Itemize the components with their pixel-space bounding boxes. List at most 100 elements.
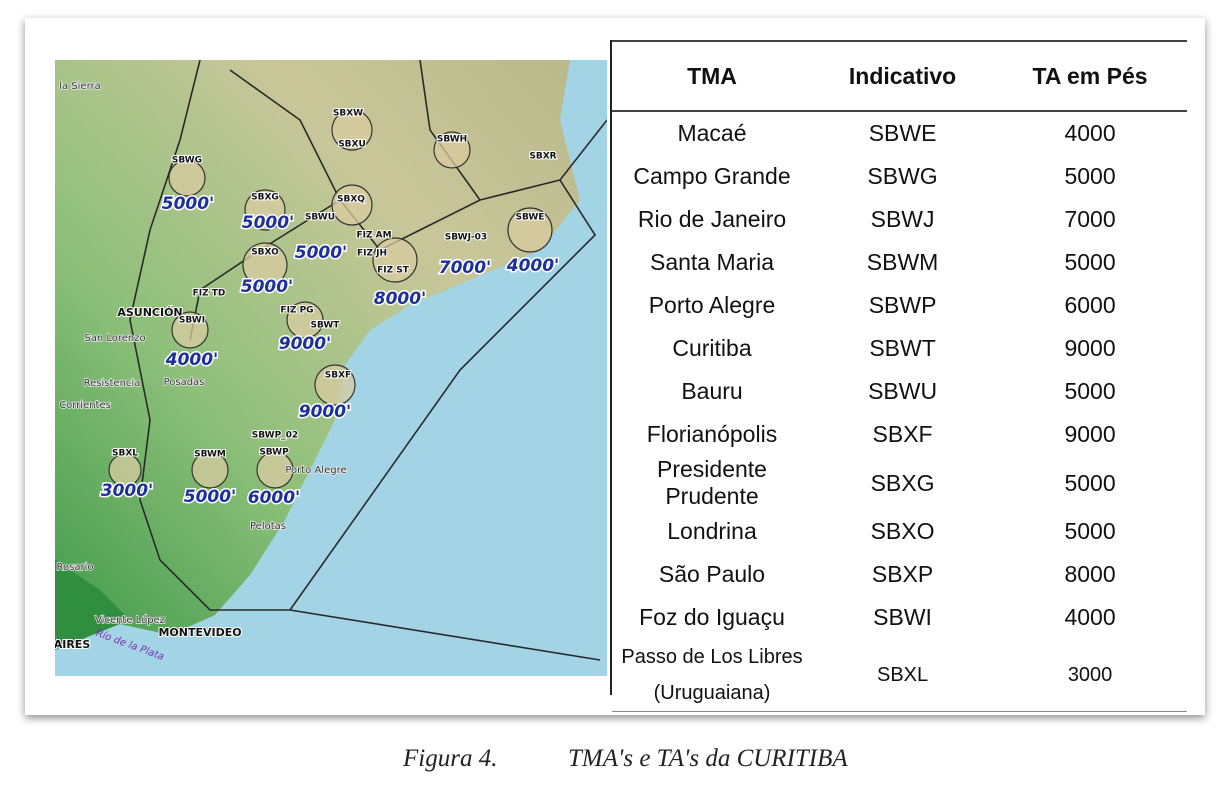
table-row: Campo Grande SBWG 5000	[612, 155, 1187, 198]
table-cell: SBXG	[870, 469, 935, 496]
table-cell: 9000	[1064, 335, 1116, 361]
table-cell: SBWI	[873, 604, 932, 630]
map-label: Resistencia	[84, 378, 141, 389]
map-label: 9000'	[299, 402, 352, 422]
map-label: Posadas	[164, 377, 205, 388]
map-label: Pelotas	[250, 521, 286, 532]
map-label: San Lorenzo	[84, 333, 145, 344]
map-label: 7000'	[439, 258, 492, 278]
table-cell: Campo Grande	[633, 163, 791, 189]
map-label: SBXW	[333, 109, 363, 119]
map-label: 5000'	[241, 277, 294, 297]
map-label: FIZ JH	[357, 249, 387, 259]
map-label: SBWP_02	[252, 431, 298, 441]
land-shade	[55, 560, 130, 650]
table-row: Bauru SBWU 5000	[612, 370, 1187, 413]
map-label: 5000'	[184, 487, 237, 507]
map-label: FIZ ST	[377, 266, 410, 276]
map-label: la Sierra	[59, 81, 101, 92]
map-label: 5000'	[242, 213, 295, 233]
table-cell: SBWP	[868, 292, 937, 318]
map: la Sierra SBXW SBXU SBWH SBXR SBWG 5000' SBXG 50…	[55, 60, 607, 676]
table-cell: Rio de Janeiro	[637, 206, 787, 232]
map-label: SBXR	[529, 152, 556, 162]
table-cell: Macaé	[677, 120, 747, 146]
table-cell: São Paulo	[658, 561, 766, 587]
map-label: FIZ TD	[193, 289, 226, 299]
table-cell: 4000	[1064, 120, 1116, 146]
table-cell: SBWG	[867, 163, 938, 189]
table-cell: Santa Maria	[649, 249, 774, 275]
table-cell: 5000	[1064, 249, 1116, 275]
table-row: Curitiba SBWT 9000	[612, 327, 1187, 370]
map-label: MONTEVIDEO	[158, 626, 241, 639]
map-label: FIZ PG	[280, 306, 313, 316]
table-cell: SBWE	[868, 120, 937, 146]
land	[55, 60, 580, 640]
table-cell: 6000	[1064, 292, 1116, 318]
table-cell: SBWU	[868, 378, 938, 404]
table-cell: SBXP	[871, 561, 934, 587]
table-row: São Paulo SBXP 8000	[612, 553, 1187, 596]
map-label: SBXO	[251, 248, 279, 258]
tma-table: TMA Indicativo TA em Pés Macaé SBWE 4000 Campo…	[612, 40, 1187, 712]
table-cell: 5000	[1064, 518, 1116, 544]
map-label: 4000'	[506, 256, 560, 276]
table-cell: 4000	[1064, 604, 1116, 630]
table-cell: Bauru	[681, 378, 743, 404]
map-label: 8000'	[374, 289, 427, 309]
table-row: Macaé SBWE 4000	[612, 111, 1187, 155]
table-cell: Florianópolis	[646, 421, 778, 447]
map-label: 6000'	[248, 488, 301, 508]
map-label: SBWP	[259, 448, 289, 458]
table-cell: 5000	[1064, 163, 1116, 189]
map-label: ASUNCIÓN	[117, 306, 182, 319]
table-cell: Londrina	[667, 518, 757, 544]
map-label: SBXF	[325, 371, 351, 381]
map-label: 9000'	[279, 334, 332, 354]
caption-text: TMA's e TA's da CURITIBA	[568, 745, 848, 772]
map-label: Porto Alegre	[285, 465, 346, 476]
table-cell: SBXL	[812, 639, 994, 712]
map-label: SBXL	[112, 449, 138, 459]
column-header: TMA	[612, 40, 812, 112]
table-cell: Presidente Prudente	[657, 456, 767, 509]
table-cell: 7000	[1064, 206, 1116, 232]
map-label: Corrientes	[59, 400, 111, 411]
table-cell: SBWM	[866, 249, 939, 275]
map-label: FIZ AM	[356, 231, 391, 241]
header-row: TMA Indicativo TA em Pés	[612, 40, 1187, 112]
table-cell: SBXO	[870, 518, 935, 544]
map-label: 5000'	[295, 243, 348, 263]
map-label: 4000'	[165, 350, 219, 370]
table-cell: Porto Alegre	[648, 292, 776, 318]
table-cell: SBXF	[872, 421, 933, 447]
map-label: SBWU	[305, 213, 335, 223]
table-row: Florianópolis SBXF 9000	[612, 413, 1187, 456]
tma-table-panel: TMA Indicativo TA em Pés Macaé SBWE 4000 Campo…	[610, 40, 1187, 712]
map-label: SBWG	[172, 156, 202, 166]
table-cell: SBWJ	[870, 206, 935, 232]
map-label: SBWI	[179, 316, 205, 326]
table-row: Londrina SBXO 5000	[612, 510, 1187, 553]
map-label: SBXQ	[337, 195, 365, 205]
table-row: Rio de Janeiro SBWJ 7000	[612, 198, 1187, 241]
column-header: Indicativo	[812, 40, 994, 112]
table-cell: 9000	[1064, 421, 1116, 447]
table-row: Passo de Los Libres (Uruguaiana) SBXL 3000	[612, 639, 1187, 712]
map-label: SBXU	[338, 140, 366, 150]
map-label: SBWE	[516, 213, 545, 223]
map-label: SBWM	[194, 450, 226, 460]
table-row: Foz do Iguaçu SBWI 4000	[612, 596, 1187, 639]
map-label: SBWH	[437, 135, 467, 145]
map-label: 5000'	[162, 194, 215, 214]
map-labels: la Sierra SBXW SBXU SBWH SBXR SBWG 5000' SBXG 50…	[55, 80, 561, 663]
table-row: Porto Alegre SBWP 6000	[612, 284, 1187, 327]
table-cell: 8000	[1064, 561, 1116, 587]
tma-areas	[108, 109, 553, 489]
table-cell: 3000	[993, 639, 1187, 712]
table-row: Presidente Prudente SBXG 5000	[612, 456, 1187, 510]
table-cell: 5000	[1064, 378, 1116, 404]
caption-label: Figura 4.	[403, 745, 498, 772]
map-label: SBWT	[311, 321, 341, 331]
